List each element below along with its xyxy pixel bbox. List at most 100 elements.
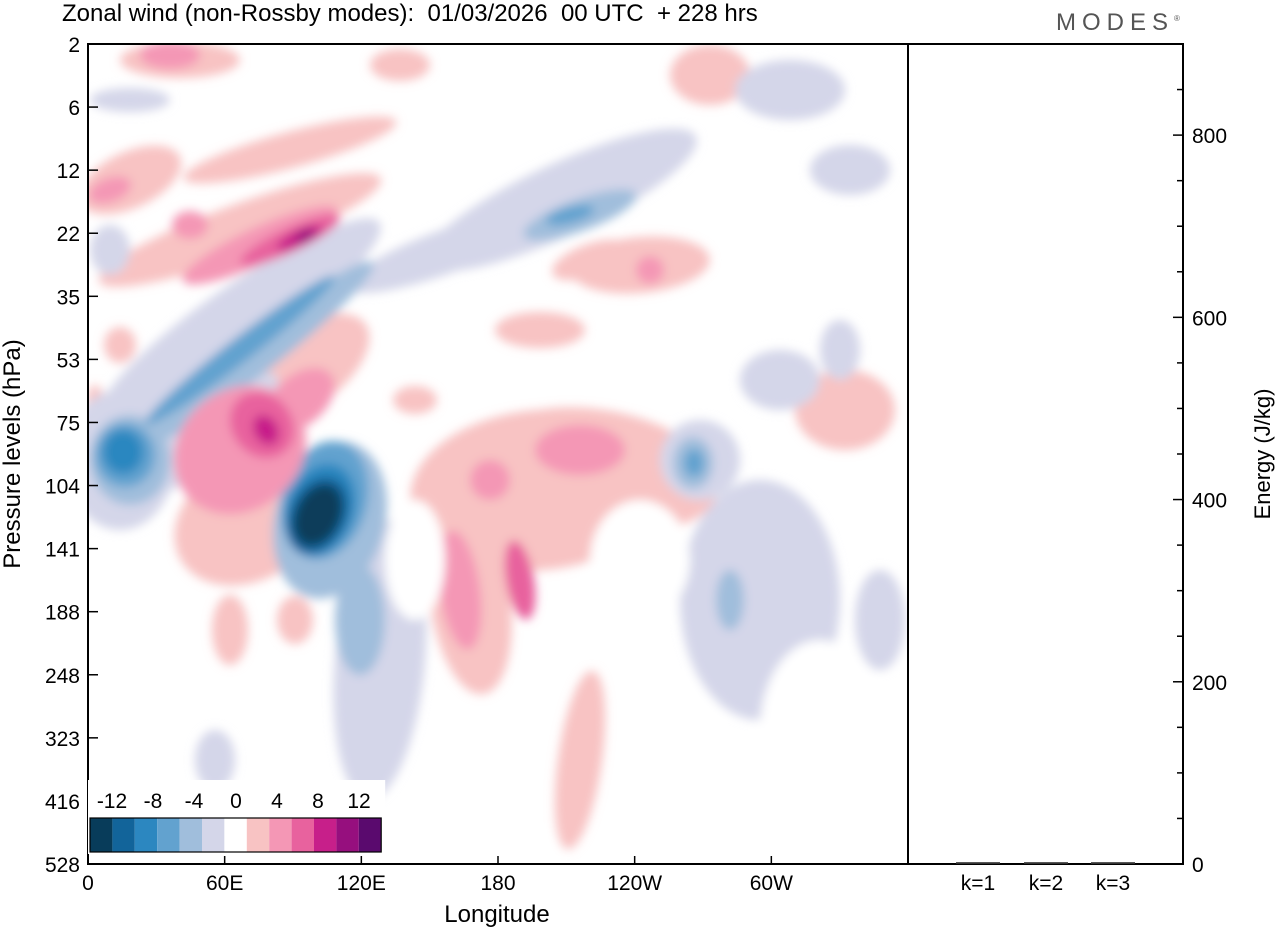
colorbar-label: 12: [347, 790, 370, 813]
colorbar-label: 8: [312, 790, 324, 813]
contour-blob: [103, 430, 143, 474]
contour-blob: [740, 350, 820, 410]
contour-field: [88, 44, 908, 864]
colorbar-swatch: [202, 818, 225, 852]
colorbar-label: 4: [271, 790, 283, 813]
x-axis-label: Longitude: [444, 901, 549, 928]
colorbar-swatch: [112, 818, 135, 852]
contour-blob: [535, 425, 625, 475]
colorbar-swatch: [179, 818, 202, 852]
y-tick-label: 22: [57, 223, 80, 246]
contour-blob: [810, 145, 890, 195]
colorbar-swatch: [358, 818, 382, 852]
colorbar-swatch: [246, 818, 270, 852]
contour-blob: [136, 261, 374, 449]
y-tick-label: 2: [68, 34, 80, 57]
energy-tick-label: 400: [1192, 490, 1227, 513]
colorbar: -12 -8 -4 0 4 8 12: [88, 780, 386, 854]
contour-blob: [212, 595, 248, 665]
x-tick-label: 120E: [337, 872, 386, 895]
contour-blob: [293, 484, 343, 546]
colorbar-swatch: [224, 818, 247, 852]
colorbar-frame: [89, 817, 382, 853]
logo-text: MODES: [1056, 9, 1175, 36]
x-tick-label: 120W: [607, 872, 662, 895]
contour-blob: [684, 449, 704, 477]
chart-title: Zonal wind (non-Rossby modes): 01/03/202…: [62, 0, 758, 27]
energy-tick-label: 200: [1192, 672, 1227, 695]
contour-blob: [98, 173, 382, 287]
energy-bars: k=1 k=2 k=3: [956, 862, 1135, 895]
y-tick-label: 528: [45, 854, 80, 877]
contour-blob: [640, 680, 720, 840]
contour-blob: [855, 570, 905, 670]
contour-blob: [90, 88, 170, 112]
contour-blob: [195, 730, 235, 790]
x-tick-label: 60W: [750, 872, 793, 895]
contour-blob: [145, 275, 335, 425]
contour-blob: [554, 670, 606, 850]
colorbar-swatch: [336, 818, 359, 852]
y-tick-label: 323: [45, 728, 80, 751]
contour-blob: [670, 45, 750, 105]
contour-blob: [760, 640, 880, 820]
contour-blob: [140, 44, 200, 69]
contour-blob: [88, 176, 132, 204]
y-tick-label: 53: [57, 349, 80, 372]
contour-blob: [385, 500, 445, 620]
y-tick-label: 248: [45, 665, 80, 688]
contour-blob: [504, 540, 536, 620]
contour-blob: [552, 239, 628, 281]
x-tick-label: 0: [82, 872, 94, 895]
y-tick-label: 141: [45, 539, 80, 562]
contour-blob: [346, 207, 554, 293]
contour-blob: [470, 460, 510, 500]
contour-blob: [183, 116, 397, 184]
colorbar-label: -12: [97, 790, 127, 813]
contour-blob: [172, 211, 208, 239]
bar-category-label: k=2: [1029, 872, 1063, 895]
y-tick-label: 416: [45, 791, 80, 814]
y-axis: 2 6 12 22 35 53 75 104 141 188 248 323 416 528: [45, 34, 98, 877]
energy-tick-label: 800: [1192, 125, 1227, 148]
colorbar-label: 0: [230, 790, 242, 813]
contour-blob: [370, 49, 430, 81]
energy-axis-label: Energy (J/kg): [1250, 389, 1275, 520]
colorbar-swatch: [134, 818, 158, 852]
contour-blob: [636, 256, 664, 284]
energy-bar-k=3: [1091, 862, 1135, 864]
energy-bar-k=2: [1024, 862, 1068, 864]
colorbar-label: -4: [185, 790, 204, 813]
contour-blob: [335, 565, 385, 675]
contour-blob: [277, 596, 313, 644]
y-tick-label: 6: [68, 97, 80, 120]
colorbar-swatch: [269, 818, 292, 852]
contour-blob: [393, 386, 437, 414]
contour-blob: [495, 312, 585, 348]
contour-blob: [735, 60, 845, 120]
y-tick-label: 188: [45, 602, 80, 625]
y-tick-label: 75: [57, 412, 80, 435]
energy-axis: 0 200 400 600 800: [1173, 88, 1227, 877]
energy-bar-k=1: [956, 862, 1000, 864]
bar-plot-frame: [907, 43, 1184, 865]
colorbar-swatch: [314, 818, 337, 852]
colorbar-swatch: [90, 818, 113, 852]
colorbar-label: -8: [144, 790, 163, 813]
y-tick-label: 104: [45, 476, 80, 499]
contour-blob: [99, 218, 381, 422]
modes-logo: MODES®: [1056, 9, 1180, 36]
contour-blob: [438, 530, 482, 650]
contour-blob: [590, 500, 690, 620]
contour-blob: [252, 414, 280, 446]
x-tick-label: 180: [480, 872, 515, 895]
energy-tick-label: 0: [1192, 854, 1204, 877]
y-tick-label: 35: [57, 286, 80, 309]
contour-blob: [104, 327, 136, 363]
energy-tick-label: 600: [1192, 307, 1227, 330]
y-axis-label: Pressure levels (hPa): [0, 339, 26, 568]
contour-blob: [490, 830, 550, 864]
colorbar-swatch: [291, 818, 314, 852]
colorbar-swatch: [157, 818, 180, 852]
